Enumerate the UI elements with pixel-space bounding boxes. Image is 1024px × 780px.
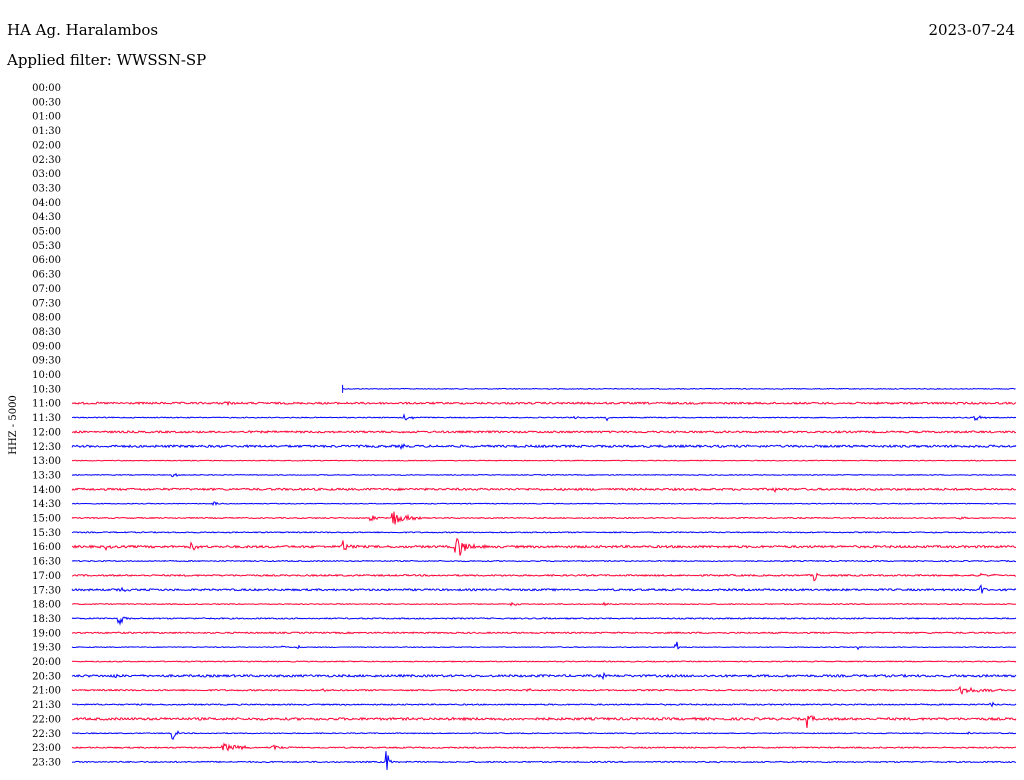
station-title: HA Ag. Haralambos	[7, 21, 159, 39]
time-tick-label: 01:00	[32, 112, 61, 123]
time-tick-label: 22:00	[32, 714, 61, 725]
time-tick-label: 17:00	[32, 571, 61, 582]
time-tick-label: 12:00	[32, 427, 61, 438]
trace-1530	[71, 531, 1017, 534]
time-tick-label: 14:30	[32, 499, 61, 510]
time-tick-label: 16:00	[32, 542, 61, 553]
trace-1430	[71, 501, 1017, 507]
time-tick-label: 08:00	[32, 313, 61, 324]
trace-1630	[71, 559, 1017, 563]
trace-1300	[71, 459, 1017, 462]
time-tick-label: 23:00	[32, 743, 61, 754]
trace-1500	[71, 511, 1017, 525]
trace-1330	[71, 472, 1017, 478]
trace-1900	[71, 631, 1017, 635]
time-tick-label: 05:00	[32, 227, 61, 238]
trace-1830	[71, 616, 1017, 626]
time-tick-label: 10:30	[32, 384, 61, 395]
trace-1700	[71, 572, 1017, 582]
time-tick-label: 22:30	[32, 729, 61, 740]
trace-1230	[71, 443, 1017, 450]
time-tick-label: 13:00	[32, 456, 61, 467]
channel-axis-label: HHZ - 5000	[8, 395, 19, 455]
time-tick-label: 09:30	[32, 356, 61, 367]
time-tick-labels: 00:00 00:30 01:00 01:30 02:00 02:30 03:00 03:30…	[32, 83, 61, 768]
time-tick-label: 13:30	[32, 470, 61, 481]
trace-1130	[71, 413, 1017, 422]
time-tick-label: 20:30	[32, 671, 61, 682]
time-tick-label: 01:30	[32, 126, 61, 137]
trace-2230	[71, 730, 1017, 741]
trace-2300	[71, 742, 1017, 752]
trace-1030	[342, 387, 1016, 390]
time-tick-label: 18:00	[32, 600, 61, 611]
time-tick-label: 16:30	[32, 557, 61, 568]
time-tick-label: 06:30	[32, 270, 61, 281]
trace-1400	[71, 487, 1017, 493]
time-tick-label: 19:30	[32, 643, 61, 654]
trace-1600	[71, 537, 1017, 556]
time-tick-label: 12:30	[32, 442, 61, 453]
time-tick-label: 23:30	[32, 757, 61, 768]
time-tick-label: 08:30	[32, 327, 61, 338]
trace-2100	[71, 685, 1017, 695]
time-tick-label: 00:00	[32, 83, 61, 94]
time-tick-label: 05:30	[32, 241, 61, 252]
seismic-traces	[71, 384, 1017, 770]
time-tick-label: 15:30	[32, 528, 61, 539]
filter-label: Applied filter: WWSSN-SP	[7, 51, 207, 69]
time-tick-label: 07:00	[32, 284, 61, 295]
time-tick-label: 19:00	[32, 628, 61, 639]
time-tick-label: 03:00	[32, 169, 61, 180]
trace-1800	[71, 601, 1017, 607]
trace-1100	[71, 401, 1017, 407]
time-tick-label: 06:00	[32, 255, 61, 266]
time-tick-label: 07:30	[32, 298, 61, 309]
time-tick-label: 09:00	[32, 341, 61, 352]
time-tick-label: 11:30	[32, 413, 61, 424]
time-tick-label: 15:00	[32, 514, 61, 525]
trace-2000	[71, 660, 1017, 663]
trace-1730	[71, 584, 1017, 594]
time-tick-label: 04:00	[32, 198, 61, 209]
trace-2030	[71, 671, 1017, 681]
time-tick-label: 14:00	[32, 485, 61, 496]
date-label: 2023-07-24	[928, 21, 1015, 39]
time-tick-label: 17:30	[32, 585, 61, 596]
trace-2330	[71, 751, 1017, 770]
trace-1930	[71, 641, 1017, 651]
time-tick-label: 18:30	[32, 614, 61, 625]
time-tick-label: 03:30	[32, 183, 61, 194]
time-tick-label: 00:30	[32, 97, 61, 108]
time-tick-label: 21:30	[32, 700, 61, 711]
time-tick-label: 04:30	[32, 212, 61, 223]
time-tick-label: 11:00	[32, 399, 61, 410]
trace-1200	[71, 430, 1017, 434]
trace-2200	[71, 715, 1017, 729]
time-tick-label: 02:30	[32, 155, 61, 166]
time-tick-label: 10:00	[32, 370, 61, 381]
time-tick-label: 20:00	[32, 657, 61, 668]
time-tick-label: 21:00	[32, 686, 61, 697]
time-tick-label: 02:00	[32, 140, 61, 151]
trace-2130	[71, 701, 1017, 708]
